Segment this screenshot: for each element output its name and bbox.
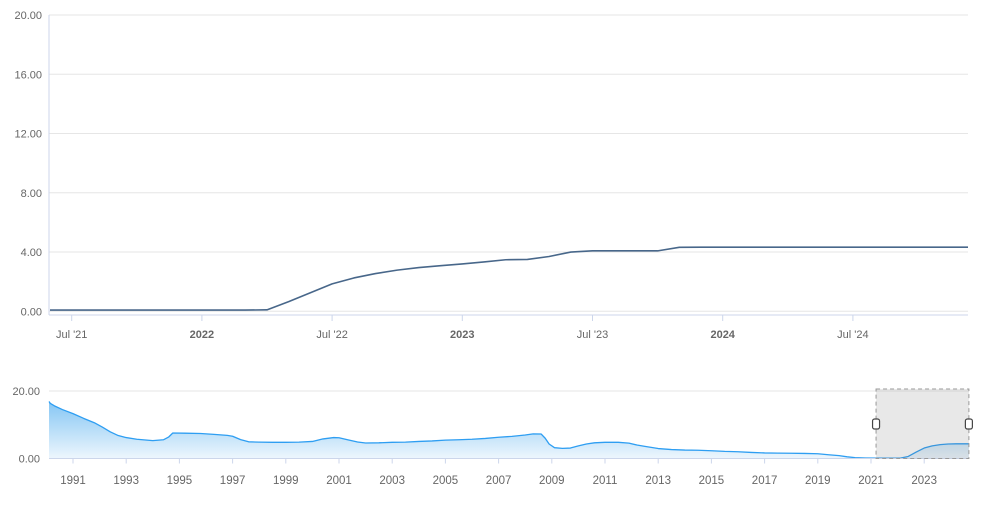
- x-axis-label: Jul '22: [316, 329, 347, 341]
- navigator-x-label: 2009: [539, 475, 565, 487]
- x-axis-label: 2024: [710, 329, 735, 341]
- navigator-x-label: 1999: [273, 475, 299, 487]
- navigator-selected-range[interactable]: [875, 388, 970, 459]
- main-series-line: [50, 246, 968, 311]
- main-axes: [48, 15, 968, 321]
- navigator-x-labels: 1991 1993 1995 1997 1999 2001 2003 2005 2007 2009…: [60, 475, 937, 487]
- navigator-x-label: 1991: [60, 475, 86, 487]
- navigator-x-label: 2007: [486, 475, 512, 487]
- navigator-x-label: 2003: [379, 475, 405, 487]
- navigator-y-label: 20.00: [12, 386, 40, 398]
- navigator-selection[interactable]: [871, 388, 973, 459]
- y-axis-label: 12.00: [14, 129, 42, 141]
- x-axis-label: Jul '23: [577, 329, 608, 341]
- main-gridlines: [49, 14, 968, 312]
- y-axis-label: 8.00: [21, 188, 42, 200]
- navigator-x-label: 2005: [433, 475, 459, 487]
- navigator-axis: [49, 458, 969, 464]
- y-axis-label: 4.00: [21, 247, 42, 259]
- navigator-x-label: 1997: [220, 475, 246, 487]
- navigator-y-label: 0.00: [19, 454, 40, 466]
- navigator-x-label: 2013: [645, 475, 671, 487]
- main-y-axis-labels: 0.00 4.00 8.00 12.00 16.00 20.00: [14, 10, 42, 318]
- rate-line: [50, 246, 968, 311]
- navigator-x-label: 2019: [805, 475, 831, 487]
- y-axis-label: 16.00: [14, 69, 42, 81]
- navigator-x-label: 1993: [113, 475, 139, 487]
- y-axis-label: 20.00: [14, 10, 42, 22]
- navigator-x-label: 2001: [326, 475, 352, 487]
- y-axis-label: 0.00: [21, 306, 42, 318]
- navigator-area: [49, 401, 969, 459]
- navigator-x-label: 2021: [858, 475, 884, 487]
- x-axis-label: Jul '21: [56, 329, 87, 341]
- navigator-y-labels: 20.00 0.00: [12, 386, 40, 466]
- main-x-axis-labels: Jul '21 2022 Jul '22 2023 Jul '23 2024 Jul '24: [56, 329, 869, 341]
- navigator-x-label: 1995: [167, 475, 193, 487]
- navigator-line: [48, 401, 969, 459]
- navigator-area-series: [48, 401, 969, 459]
- navigator-x-label: 2023: [911, 475, 937, 487]
- navigator-handle-right[interactable]: [964, 418, 973, 430]
- navigator-x-label: 2017: [752, 475, 778, 487]
- navigator-x-label: 2011: [593, 475, 618, 487]
- x-axis-label: 2022: [190, 329, 214, 341]
- navigator-handle-left[interactable]: [871, 418, 881, 430]
- x-axis-label: Jul '24: [837, 329, 868, 341]
- x-axis-label: 2023: [450, 329, 474, 341]
- navigator-x-label: 2015: [699, 475, 725, 487]
